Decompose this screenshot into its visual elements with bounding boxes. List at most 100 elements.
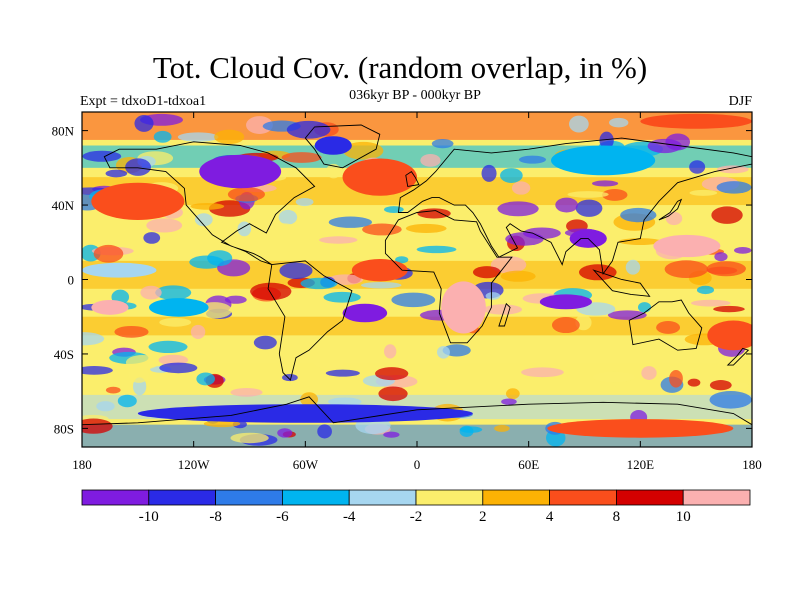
- chart-title: Tot. Cloud Cov. (random overlap, in %): [152, 50, 648, 85]
- field-speckle: [405, 223, 447, 233]
- field-speckle: [125, 355, 159, 370]
- field-speckle: [207, 250, 233, 267]
- field-speckle: [96, 401, 115, 412]
- coast-africa: [384, 210, 513, 344]
- feature-greenland-negative: [314, 136, 352, 155]
- field-speckle: [711, 206, 743, 224]
- field-speckle: [343, 141, 384, 160]
- field-speckle: [378, 386, 408, 402]
- field-speckle: [82, 418, 113, 434]
- field-speckle: [609, 117, 629, 128]
- field-speckle: [194, 213, 213, 227]
- field-speckle: [472, 266, 501, 279]
- coast-north-america: [103, 141, 316, 266]
- feature-southern-ocean-negative: [137, 404, 473, 423]
- axis-ticks: 180 120W 60W 0 60E 120E 180 80N 40N 0 40S 80S: [52, 112, 762, 472]
- field-speckle: [637, 302, 652, 313]
- colorbar-swatch: [348, 489, 417, 506]
- field-speckle: [689, 160, 706, 174]
- field-speckle: [313, 355, 344, 369]
- field-speckle: [277, 428, 293, 438]
- coast-australia: [628, 299, 703, 351]
- colorbar-swatch: [81, 489, 150, 506]
- field-speckle: [647, 138, 682, 154]
- field-speckle: [148, 340, 188, 354]
- field-speckle: [214, 129, 245, 145]
- colorbar-label: 4: [546, 509, 554, 525]
- field-speckle: [159, 317, 192, 327]
- colorbar-label: 10: [676, 509, 691, 525]
- field-speckle: [567, 191, 609, 198]
- field-speckle: [140, 285, 162, 300]
- field-speckle: [326, 163, 342, 179]
- feature-tropical-pacific-negative: [82, 262, 157, 278]
- field-speckle: [500, 270, 536, 282]
- field-speckle: [592, 371, 635, 383]
- field-speckle: [105, 169, 128, 178]
- field-speckle: [625, 259, 641, 275]
- colorbar-label: -10: [139, 509, 159, 525]
- anomaly-field: [82, 112, 752, 447]
- feature-south-pacific-positive: [707, 320, 752, 351]
- field-speckle: [82, 332, 105, 346]
- field-speckle: [190, 203, 225, 210]
- field-speckle: [82, 150, 122, 162]
- field-speckle: [431, 139, 454, 149]
- field-speckle: [196, 372, 215, 386]
- coastlines: [82, 124, 752, 447]
- field-speckle: [709, 391, 752, 409]
- feature-east-pacific-negative: [149, 298, 209, 317]
- field-speckle: [82, 366, 113, 375]
- field-speckle: [295, 197, 314, 207]
- field-speckle: [362, 223, 402, 236]
- field-speckle: [300, 277, 338, 290]
- field-speckle: [279, 262, 313, 279]
- feature-north-america-negative: [199, 154, 282, 189]
- field-speckle: [521, 367, 564, 378]
- colorbar-swatch: [281, 489, 350, 506]
- field-speckle: [230, 432, 269, 444]
- field-speckle: [716, 181, 752, 194]
- y-tick-label: 80S: [54, 421, 74, 436]
- field-speckle: [159, 362, 198, 374]
- field-speckle: [706, 261, 746, 277]
- feature-pacific-midlat-positive: [91, 299, 129, 315]
- field-speckle: [319, 236, 358, 244]
- field-speckle: [485, 292, 501, 300]
- season-label: DJF: [728, 94, 752, 109]
- y-tick-label: 40N: [52, 198, 75, 213]
- feature-west-pacific-positive: [653, 234, 721, 258]
- field-speckle: [281, 152, 322, 163]
- coast-madagascar: [498, 302, 511, 327]
- field-speckle: [286, 120, 331, 139]
- field-speckle: [713, 305, 745, 313]
- feature-africa-positive: [441, 281, 486, 334]
- field-speckle: [494, 424, 510, 432]
- field-speckle: [656, 321, 681, 334]
- field-speckle: [709, 380, 732, 391]
- field-speckle: [105, 386, 121, 394]
- field-speckle: [177, 132, 219, 142]
- x-tick-label: 0: [414, 457, 421, 472]
- field-speckle: [391, 292, 436, 308]
- field-speckle: [246, 116, 273, 134]
- coast-south-america: [267, 260, 353, 381]
- field-speckle: [203, 420, 241, 428]
- field-speckle: [669, 369, 683, 388]
- field-speckle: [328, 216, 373, 228]
- field-speckle: [261, 223, 299, 236]
- field-speckle: [416, 245, 457, 254]
- field-speckle: [375, 367, 409, 381]
- y-tick-label: 80N: [52, 124, 75, 139]
- field-speckle: [483, 304, 523, 315]
- feature-tropical-atlantic-positive: [351, 259, 408, 282]
- field-speckle: [664, 260, 709, 279]
- field-speckle: [134, 114, 154, 132]
- field-speckle: [323, 291, 361, 303]
- field-speckle: [641, 366, 657, 380]
- colorbar-swatch: [549, 489, 617, 506]
- field-speckle: [278, 209, 298, 225]
- coast-eurasia: [397, 137, 752, 276]
- field-speckle: [253, 335, 277, 350]
- x-tick-label: 60W: [293, 457, 319, 472]
